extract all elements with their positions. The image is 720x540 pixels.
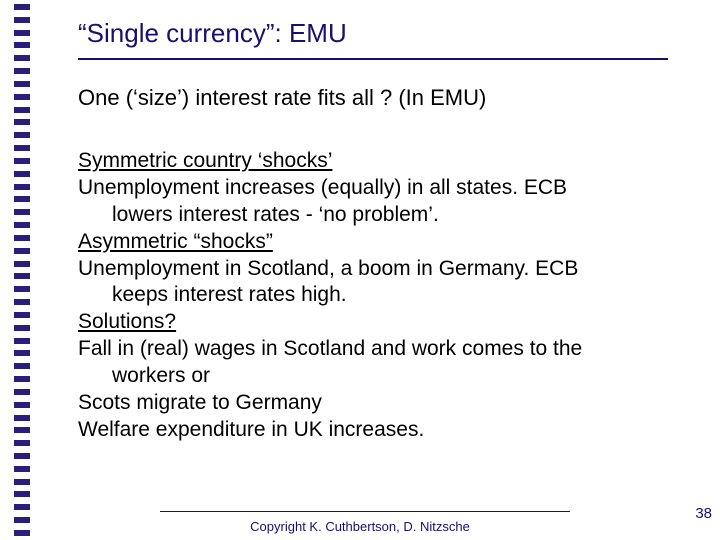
copyright-text: Copyright K. Cuthbertson, D. Nitzsche [0,519,720,534]
dash-mark [14,325,30,331]
dash-mark [14,299,30,305]
dash-mark [14,171,30,177]
heading-asymmetric: Asymmetric “shocks” [78,230,273,253]
dash-mark [14,132,30,138]
dash-mark [14,222,30,228]
dash-mark [14,30,30,36]
dash-mark [14,286,30,292]
left-dash-column [0,0,36,540]
dash-mark [14,466,30,472]
body-line-indent: workers or [78,363,678,390]
dash-mark [14,504,30,510]
dash-mark [14,261,30,267]
body-line: Unemployment increases (equally) in all … [78,176,567,199]
body-line-indent: keeps interest rates high. [78,282,678,309]
dash-mark [14,402,30,408]
dash-mark [14,17,30,23]
title-underline [78,58,668,60]
body-line: Scots migrate to Germany [78,391,322,414]
body-line: Unemployment in Scotland, a boom in Germ… [78,257,578,280]
body-line: Fall in (real) wages in Scotland and wor… [78,337,582,360]
dash-mark [14,273,30,279]
dash-mark [14,94,30,100]
dash-mark [14,338,30,344]
dash-mark [14,415,30,421]
dash-mark [14,453,30,459]
heading-symmetric: Symmetric country ‘shocks’ [78,149,332,172]
dash-mark [14,119,30,125]
body-line-indent: lowers interest rates - ‘no problem’. [78,202,678,229]
dash-mark [14,312,30,318]
dash-mark [14,235,30,241]
slide-subtitle: One (‘size’) interest rate fits all ? (I… [78,85,486,111]
dash-mark [14,479,30,485]
dash-mark [14,427,30,433]
dash-mark [14,158,30,164]
dash-mark [14,55,30,61]
dash-mark [14,42,30,48]
dash-mark [14,145,30,151]
dash-mark [14,209,30,215]
footer-rule [160,511,570,512]
dash-mark [14,491,30,497]
dash-mark [14,81,30,87]
slide-title: “Single currency”: EMU [78,18,347,49]
heading-solutions: Solutions? [78,310,176,333]
slide-body: Symmetric country ‘shocks’ Unemployment … [78,148,678,444]
dash-mark [14,248,30,254]
dash-mark [14,196,30,202]
dash-mark [14,107,30,113]
body-line: Welfare expenditure in UK increases. [78,418,424,441]
slide: “Single currency”: EMU One (‘size’) inte… [0,0,720,540]
dash-mark [14,350,30,356]
dash-mark [14,184,30,190]
dash-mark [14,389,30,395]
dash-mark [14,363,30,369]
dash-mark [14,376,30,382]
dash-mark [14,4,30,10]
page-number: 38 [695,505,712,522]
dash-mark [14,68,30,74]
dash-mark [14,440,30,446]
